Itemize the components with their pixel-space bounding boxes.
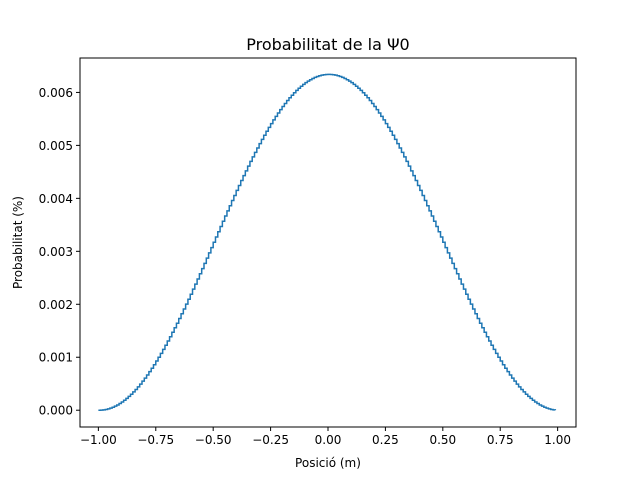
x-tick-label: 0.00 (315, 433, 342, 447)
y-tick-label: 0.000 (39, 404, 73, 418)
x-tick-label: 0.50 (429, 433, 456, 447)
plot-area (98, 73, 557, 411)
y-tick-label: 0.006 (39, 86, 73, 100)
x-tick-label: 1.00 (544, 433, 571, 447)
x-axis-ticks: −1.00 −0.75 −0.50 −0.25 0.00 0.25 0.50 0.75 1.00 (80, 427, 571, 447)
y-axis-ticks: 0.000 0.001 0.002 0.003 0.004 0.005 0.006 (39, 86, 80, 418)
x-tick-label: 0.75 (487, 433, 514, 447)
chart-title: Probabilitat de la Ψ0 (246, 35, 409, 54)
y-tick-label: 0.003 (39, 245, 73, 259)
y-tick-label: 0.005 (39, 139, 73, 153)
y-tick-label: 0.002 (39, 298, 73, 312)
x-axis-label: Posició (m) (295, 456, 361, 470)
x-tick-label: −0.75 (137, 433, 174, 447)
y-tick-label: 0.001 (39, 351, 73, 365)
x-tick-label: 0.25 (372, 433, 399, 447)
x-tick-label: −1.00 (80, 433, 117, 447)
x-tick-label: −0.50 (195, 433, 232, 447)
y-axis-label: Probabilitat (%) (11, 196, 25, 289)
y-tick-label: 0.004 (39, 192, 73, 206)
series-line (98, 73, 557, 411)
x-tick-label: −0.25 (252, 433, 289, 447)
